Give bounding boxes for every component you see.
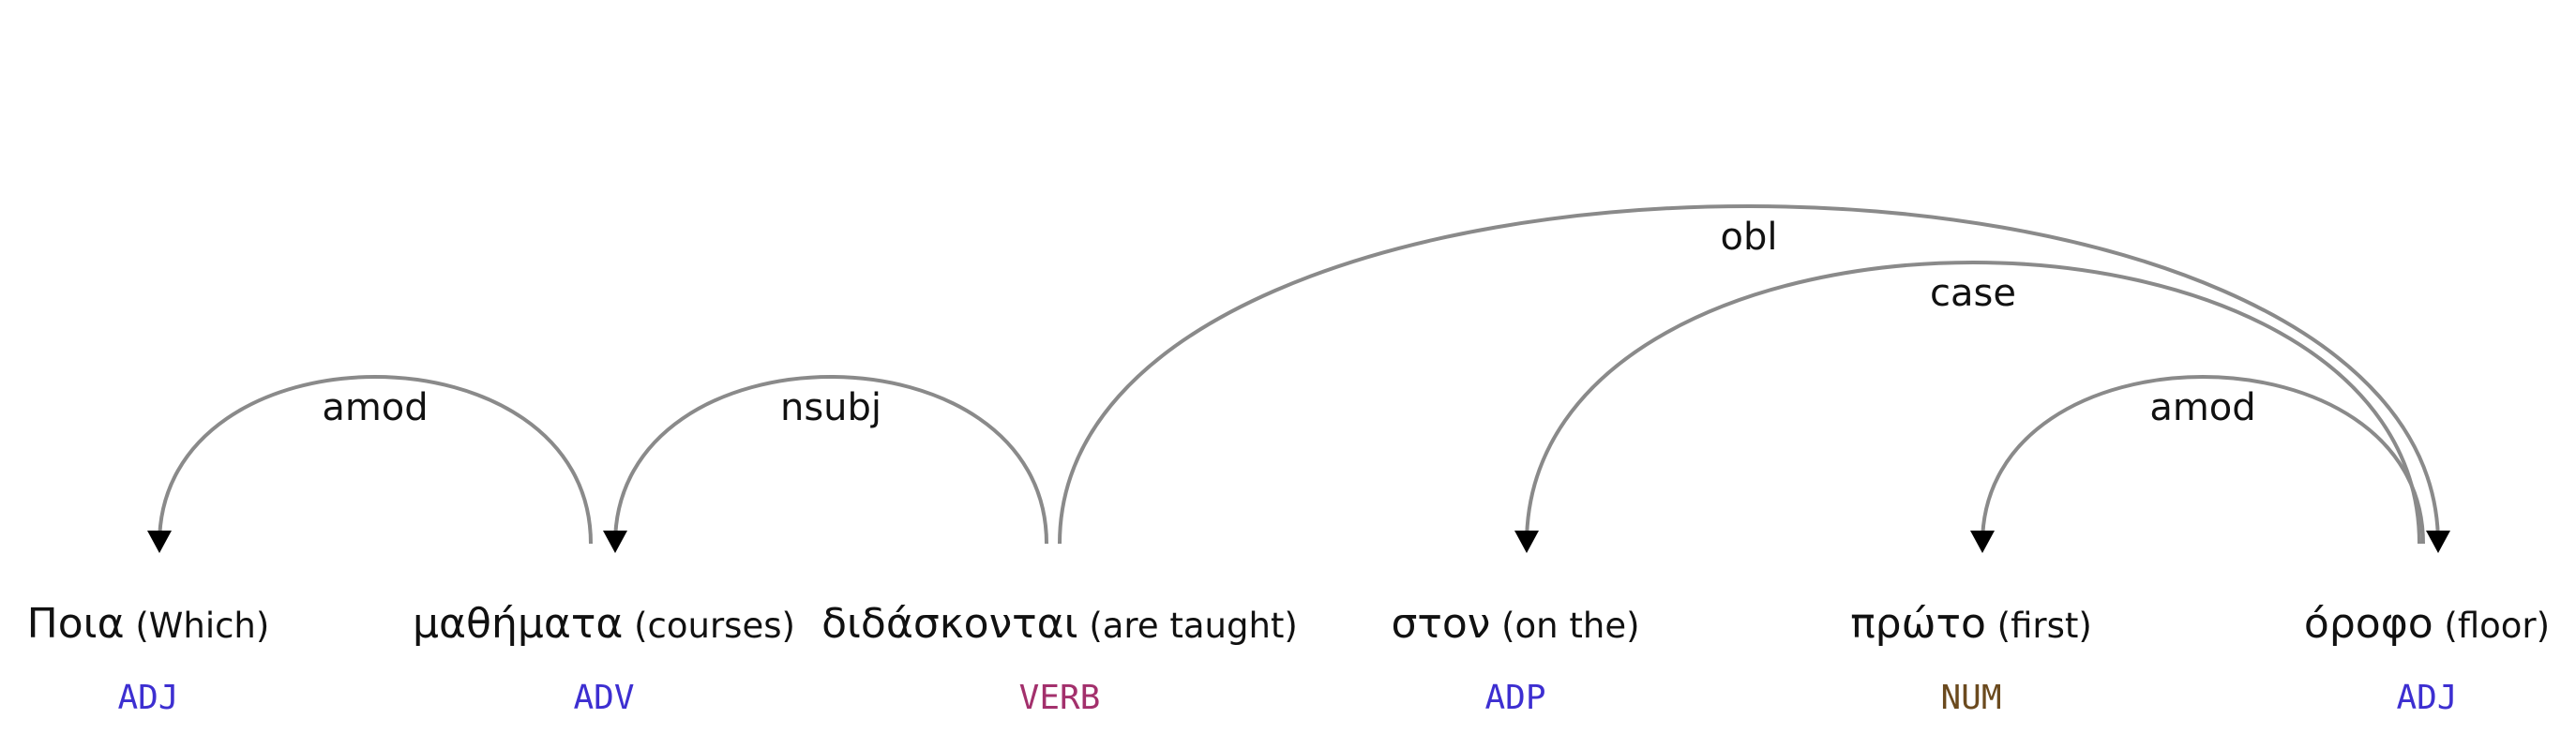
gloss: (floor) bbox=[2444, 606, 2550, 646]
token: στον (on the) bbox=[1391, 600, 1639, 648]
arc bbox=[1525, 261, 2421, 545]
arc bbox=[158, 375, 593, 545]
token: διδάσκονται (are taught) bbox=[821, 600, 1298, 648]
arc bbox=[613, 375, 1048, 545]
word: πρώτο bbox=[1850, 600, 1986, 648]
arc bbox=[1981, 375, 2425, 545]
arc-label: obl bbox=[1721, 216, 1778, 259]
arrowhead bbox=[147, 531, 172, 553]
arc-label: amod bbox=[322, 386, 428, 429]
arrowhead bbox=[1514, 531, 1539, 553]
pos-tag: VERB bbox=[1019, 679, 1101, 717]
space bbox=[1986, 606, 1997, 646]
token: όροφο (floor) bbox=[2304, 600, 2550, 648]
pos-tag: ADJ bbox=[117, 679, 178, 717]
token: Ποια (Which) bbox=[27, 600, 270, 648]
space bbox=[1490, 606, 1501, 646]
space bbox=[1078, 606, 1090, 646]
arrowhead bbox=[603, 531, 627, 553]
arrowhead bbox=[2426, 531, 2450, 553]
arc bbox=[1058, 204, 2440, 545]
pos-tag: ADJ bbox=[2396, 679, 2457, 717]
space bbox=[125, 606, 136, 646]
word: διδάσκονται bbox=[821, 600, 1077, 648]
token: πρώτο (first) bbox=[1850, 600, 2092, 648]
space bbox=[623, 606, 634, 646]
gloss: (are taught) bbox=[1089, 606, 1298, 646]
gloss: (Which) bbox=[135, 606, 269, 646]
gloss: (on the) bbox=[1501, 606, 1639, 646]
word: μαθήματα bbox=[413, 600, 623, 648]
gloss: (first) bbox=[1997, 606, 2092, 646]
space bbox=[2433, 606, 2445, 646]
arc-label: nsubj bbox=[780, 386, 881, 429]
pos-tag: ADV bbox=[573, 679, 634, 717]
word: στον bbox=[1391, 600, 1490, 648]
word: Ποια bbox=[27, 600, 125, 648]
arc-label: amod bbox=[2149, 386, 2255, 429]
arrowhead bbox=[1970, 531, 1995, 553]
pos-tag: NUM bbox=[1940, 679, 2001, 717]
arc-label: case bbox=[1930, 272, 2016, 315]
token: μαθήματα (courses) bbox=[413, 600, 795, 648]
pos-tag: ADP bbox=[1484, 679, 1545, 717]
gloss: (courses) bbox=[634, 606, 795, 646]
word: όροφο bbox=[2304, 600, 2433, 648]
